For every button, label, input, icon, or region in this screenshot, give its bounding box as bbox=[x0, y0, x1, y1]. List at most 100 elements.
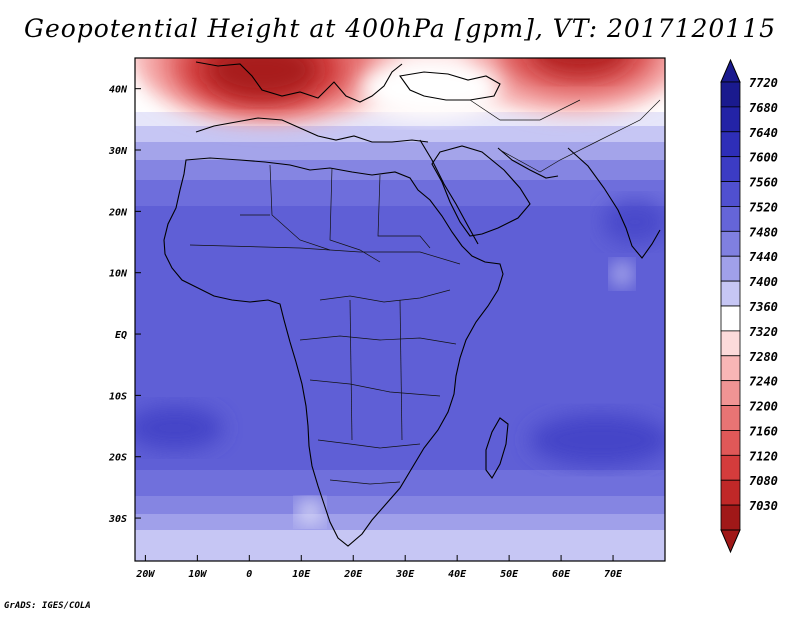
border-line bbox=[299, 335, 457, 345]
colorbar-swatch bbox=[720, 181, 741, 207]
low-region bbox=[498, 58, 658, 94]
lat-tick-label: 20S bbox=[108, 453, 127, 464]
lat-tick-label: 40N bbox=[109, 85, 128, 96]
colorbar-swatch bbox=[720, 280, 741, 307]
colorbar: 7720 7680 7640 7600 7560 7520 7480 7440 7400 7360… bbox=[720, 58, 778, 554]
field-band bbox=[135, 126, 665, 144]
field-band bbox=[135, 180, 665, 206]
coastlines bbox=[163, 61, 661, 547]
lat-tick-label: 30S bbox=[108, 514, 127, 525]
europe-coast bbox=[195, 61, 403, 103]
lon-tick-label: 0 bbox=[246, 569, 252, 580]
lon-tick-label: 30E bbox=[395, 569, 415, 580]
madagascar bbox=[485, 417, 509, 479]
colorbar-label: 7680 bbox=[749, 101, 778, 115]
colorbar-swatch bbox=[720, 156, 741, 182]
maghreb-coast bbox=[195, 117, 429, 143]
border-line bbox=[399, 299, 403, 441]
lat-tick-label: 10S bbox=[109, 391, 127, 402]
colorbar-label: 7400 bbox=[749, 275, 778, 289]
border-line bbox=[329, 167, 381, 263]
field-band bbox=[135, 530, 665, 561]
colorbar-swatch bbox=[720, 380, 741, 406]
border-line bbox=[377, 174, 431, 249]
colorbar-swatch bbox=[720, 355, 741, 382]
arabia bbox=[431, 145, 531, 237]
colorbar-label: 7600 bbox=[749, 151, 778, 165]
colorbar-swatch bbox=[720, 330, 741, 357]
high-pocket bbox=[360, 58, 500, 118]
colorbar-swatch bbox=[720, 131, 741, 158]
lat-tick-label: 20N bbox=[108, 207, 128, 218]
country-borders bbox=[189, 99, 661, 485]
colorbar-label: 7720 bbox=[749, 76, 778, 90]
colorbar-label: 7440 bbox=[749, 250, 778, 264]
plot-frame bbox=[134, 57, 666, 562]
colorbar-swatch bbox=[720, 206, 741, 232]
lat-tick-label: EQ bbox=[115, 330, 127, 341]
high-patch bbox=[530, 414, 665, 466]
border-line bbox=[269, 164, 331, 251]
border-line bbox=[317, 439, 421, 449]
border-line bbox=[329, 479, 401, 485]
credit-label: GrADS: IGES/COLA bbox=[4, 601, 91, 611]
colorbar-min-arrow bbox=[720, 529, 741, 554]
lat-tick-label: 30N bbox=[108, 146, 128, 157]
field-band bbox=[135, 470, 665, 500]
border-line bbox=[319, 289, 451, 303]
colorbar-label: 7240 bbox=[749, 375, 778, 389]
field-band bbox=[135, 142, 665, 162]
high-patch bbox=[603, 200, 665, 244]
colorbar-label: 7320 bbox=[749, 325, 778, 339]
low-spot bbox=[298, 500, 322, 524]
colorbar-label: 7160 bbox=[749, 424, 778, 438]
lon-tick-label: 20W bbox=[135, 569, 155, 580]
colorbar-label: 7560 bbox=[749, 176, 778, 190]
lat-tick-label: 10N bbox=[109, 269, 128, 280]
low-region bbox=[532, 58, 628, 76]
colorbar-label: 7200 bbox=[749, 400, 778, 414]
lon-tick-label: 10E bbox=[292, 569, 311, 580]
colorbar-swatch bbox=[720, 81, 741, 108]
field-band bbox=[135, 514, 665, 534]
lon-tick-label: 50E bbox=[500, 569, 519, 580]
colorbar-swatch bbox=[720, 454, 741, 481]
border-line bbox=[189, 244, 461, 265]
colorbar-label: 7360 bbox=[749, 300, 778, 314]
border-line bbox=[469, 99, 581, 121]
low-spot bbox=[612, 262, 632, 286]
colorbar-max-arrow bbox=[720, 58, 741, 83]
colorbar-swatch bbox=[720, 504, 741, 531]
colorbar-label: 7480 bbox=[749, 225, 778, 239]
lon-tick-label: 70E bbox=[604, 569, 623, 580]
colorbar-label: 7280 bbox=[749, 350, 778, 364]
india-coast bbox=[567, 147, 661, 259]
low-region bbox=[465, 58, 665, 113]
lon-tick-label: 40E bbox=[448, 569, 467, 580]
colorbar-swatch bbox=[720, 479, 741, 506]
africa-coastline bbox=[163, 157, 504, 547]
colorbar-swatch bbox=[720, 430, 741, 456]
lon-tick-label: 10W bbox=[188, 569, 207, 580]
high-patch bbox=[135, 406, 223, 450]
red-sea bbox=[419, 139, 479, 245]
axis-ticks: 40N 30N 20N 10N EQ 10S 20S 30S 20W 10W 0 10E 20E 30E 4… bbox=[108, 85, 623, 580]
lon-tick-label: 20E bbox=[343, 569, 363, 580]
colorbar-swatch bbox=[720, 305, 741, 332]
border-line bbox=[499, 99, 661, 173]
colorbar-label: 7030 bbox=[749, 499, 778, 513]
border-line bbox=[309, 379, 441, 397]
colorbar-swatch bbox=[720, 106, 741, 133]
low-region bbox=[207, 58, 317, 98]
border-line bbox=[349, 299, 353, 441]
field-band bbox=[135, 160, 665, 182]
map-title: Geopotential Height at 400hPa [gpm], VT:… bbox=[23, 14, 777, 43]
colorbar-swatch bbox=[720, 230, 741, 257]
lon-tick-label: 60E bbox=[552, 569, 571, 580]
colorbar-label: 7120 bbox=[749, 449, 778, 463]
anatolia bbox=[399, 71, 501, 101]
persian-gulf bbox=[497, 147, 559, 179]
field-band bbox=[135, 496, 665, 518]
colorbar-label: 7080 bbox=[749, 474, 778, 488]
colorbar-label: 7640 bbox=[749, 126, 778, 140]
